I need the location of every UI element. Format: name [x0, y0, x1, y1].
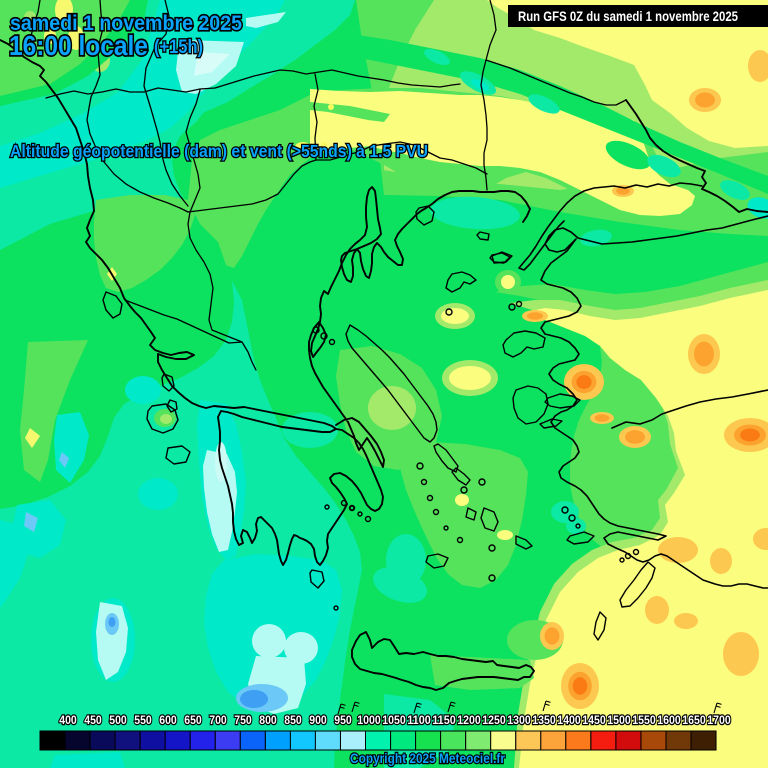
svg-text:400: 400 [59, 713, 77, 727]
svg-text:1300: 1300 [507, 713, 531, 727]
svg-text:550: 550 [134, 713, 152, 727]
svg-text:1000: 1000 [357, 713, 381, 727]
svg-text:950: 950 [334, 713, 352, 727]
svg-text:1700: 1700 [707, 713, 731, 727]
svg-text:1200: 1200 [457, 713, 481, 727]
svg-text:1600: 1600 [657, 713, 681, 727]
svg-text:450: 450 [84, 713, 102, 727]
svg-text:1500: 1500 [607, 713, 631, 727]
svg-text:(+15h): (+15h) [154, 37, 203, 58]
svg-text:1450: 1450 [582, 713, 606, 727]
svg-text:1400: 1400 [557, 713, 581, 727]
svg-text:900: 900 [309, 713, 327, 727]
svg-text:samedi 1 novembre 2025: samedi 1 novembre 2025 [10, 12, 242, 35]
svg-text:750: 750 [234, 713, 252, 727]
svg-text:1550: 1550 [632, 713, 656, 727]
svg-text:Copyright 2025 Meteociel.fr: Copyright 2025 Meteociel.fr [350, 750, 505, 766]
svg-text:1650: 1650 [682, 713, 706, 727]
svg-text:16:00 locale: 16:00 locale [9, 30, 148, 61]
svg-text:800: 800 [259, 713, 277, 727]
svg-text:500: 500 [109, 713, 127, 727]
svg-text:1100: 1100 [407, 713, 431, 727]
svg-text:850: 850 [284, 713, 302, 727]
svg-text:Run GFS 0Z du samedi 1 novembr: Run GFS 0Z du samedi 1 novembre 2025 [518, 8, 738, 24]
svg-text:1050: 1050 [382, 713, 406, 727]
svg-text:600: 600 [159, 713, 177, 727]
svg-text:1250: 1250 [482, 713, 506, 727]
svg-text:700: 700 [209, 713, 227, 727]
svg-text:1150: 1150 [432, 713, 456, 727]
svg-text:1350: 1350 [532, 713, 556, 727]
svg-text:Altitude géopotentielle (dam): Altitude géopotentielle (dam) et vent (>… [10, 141, 428, 161]
svg-text:650: 650 [184, 713, 202, 727]
